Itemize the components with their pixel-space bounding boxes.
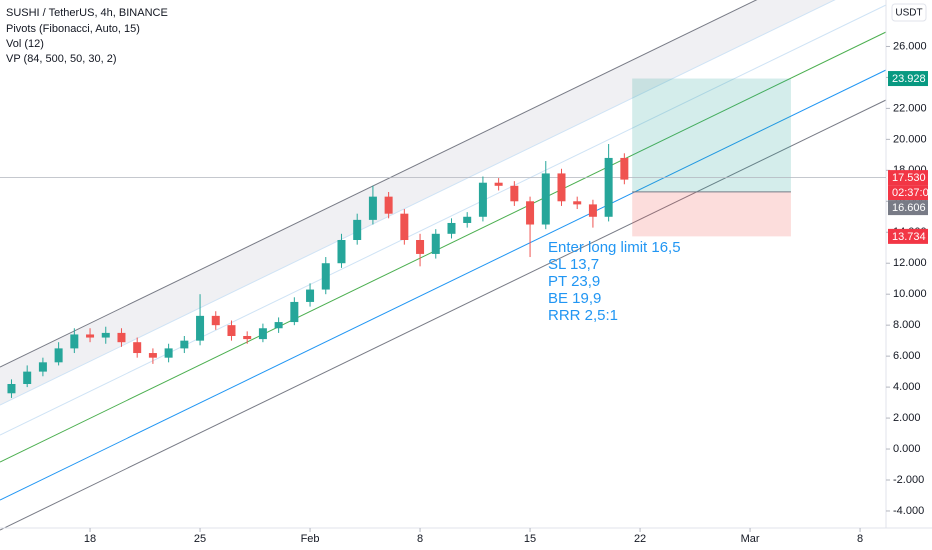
channel (0, 0, 887, 531)
candle-body (337, 240, 346, 264)
candle-body (588, 204, 597, 217)
y-tick-label: 12.000 (893, 257, 927, 269)
countdown: 02:37:02 (892, 187, 932, 199)
x-tick-label: Mar (741, 533, 760, 545)
chart-title: SUSHI / TetherUS, 4h, BINANCE (6, 7, 168, 19)
price-label: 17.530 (892, 172, 926, 184)
candle-body (321, 263, 330, 290)
candle-body (494, 182, 503, 186)
candle-body (557, 173, 566, 202)
y-tick-label: 20.000 (893, 133, 927, 145)
y-tick-label: 26.000 (893, 40, 927, 52)
candle-body (573, 201, 582, 205)
candle-body (101, 332, 110, 338)
candle-body (86, 334, 95, 338)
y-tick-label: -2.000 (893, 474, 924, 486)
profit-zone (632, 78, 791, 192)
candle-body (148, 353, 157, 358)
candle-body (274, 322, 283, 329)
annotation: RRR 2,5:1 (548, 307, 618, 324)
countdown-bg (888, 185, 928, 201)
price-label: 23.928 (892, 73, 926, 85)
candle-body (416, 240, 425, 254)
candle-body (243, 336, 252, 340)
y-tick-label: 4.000 (893, 381, 921, 393)
candle-body (290, 301, 299, 323)
candle-body (117, 332, 126, 343)
candle-body (541, 173, 550, 225)
candle-body (133, 342, 142, 354)
channel-bottom (0, 99, 887, 531)
candle-body (463, 216, 472, 223)
candle-body (384, 196, 393, 214)
candle-body (306, 289, 315, 302)
price-label-bg (888, 200, 928, 216)
x-tick-label: 8 (857, 533, 863, 545)
y-tick-label: 6.000 (893, 350, 921, 362)
candle-body (7, 384, 16, 394)
candle-body (620, 157, 629, 180)
candle-body (431, 233, 440, 254)
candle-body (23, 371, 32, 384)
candle-body (164, 348, 173, 358)
candle-body (70, 334, 79, 349)
x-tick-label: 25 (194, 533, 206, 545)
y-tick-label: 10.000 (893, 288, 927, 300)
annotation: PT 23,9 (548, 273, 600, 290)
price-label-bg (888, 228, 928, 244)
indicator: VP (84, 500, 50, 30, 2) (6, 53, 116, 65)
indicator: Pivots (Fibonacci, Auto, 15) (6, 23, 140, 35)
candle-body (38, 362, 47, 372)
price-label: 16.606 (892, 202, 926, 214)
candle-body (180, 340, 189, 349)
candle-body (604, 157, 613, 217)
candle-body (478, 182, 487, 217)
price-label: 13.734 (892, 231, 926, 243)
currency-box[interactable] (891, 3, 927, 22)
annotation: SL 13,7 (548, 256, 599, 273)
candle-body (447, 222, 456, 234)
candle-body (526, 201, 535, 225)
channel-line (0, 0, 836, 406)
y-tick-label: 2.000 (893, 412, 921, 424)
price-label-bg (888, 71, 928, 87)
loss-zone (632, 191, 791, 237)
y-tick-label: 8.000 (893, 319, 921, 331)
candle-body (510, 185, 519, 202)
channel-mid (0, 31, 887, 463)
annotation: Enter long limit 16,5 (548, 239, 681, 256)
y-tick-label: 0.000 (893, 443, 921, 455)
candle-body (54, 348, 63, 363)
x-tick-label: 15 (524, 533, 536, 545)
y-tick-label: 22.000 (893, 102, 927, 114)
currency[interactable]: USDT (895, 8, 922, 19)
x-tick-label: Feb (301, 533, 320, 545)
candle-body (227, 325, 236, 336)
candle-body (368, 196, 377, 220)
indicator: Vol (12) (6, 38, 44, 50)
y-tick-label: -4.000 (893, 505, 924, 517)
candle-body (353, 219, 362, 240)
x-tick-label: 8 (417, 533, 423, 545)
channel-line (0, 69, 887, 501)
annotation: BE 19,9 (548, 290, 601, 307)
x-tick-label: 22 (634, 533, 646, 545)
candle-body (211, 315, 220, 326)
candle-body (400, 213, 409, 240)
x-tick-label: 18 (84, 533, 96, 545)
channel-top (0, 0, 758, 368)
price-label-bg (888, 170, 928, 186)
candle-body (258, 328, 267, 340)
candle-body (196, 315, 205, 341)
channel-line (0, 4, 887, 436)
